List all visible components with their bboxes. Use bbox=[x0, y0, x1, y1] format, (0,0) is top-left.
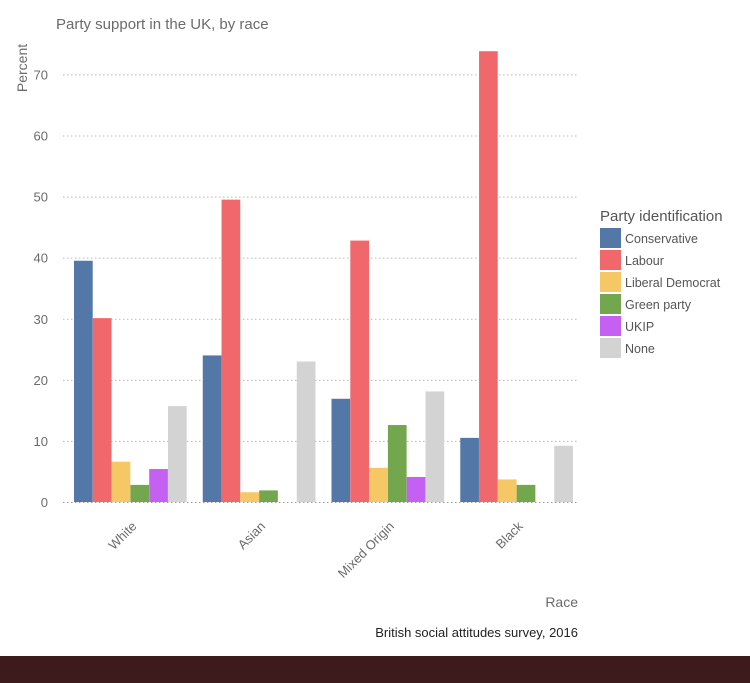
y-tick-label: 70 bbox=[34, 67, 48, 82]
bar-asian-none bbox=[296, 361, 316, 502]
bar-asian-conservative bbox=[202, 355, 222, 502]
x-tick-label: White bbox=[105, 519, 139, 553]
y-tick-label: 20 bbox=[34, 373, 48, 388]
source-note: British social attitudes survey, 2016 bbox=[375, 625, 578, 640]
x-tick-label: Mixed Origin bbox=[335, 519, 397, 581]
bar-white-green-party bbox=[130, 484, 150, 502]
x-tick-label: Black bbox=[493, 518, 526, 551]
y-tick-label: 30 bbox=[34, 312, 48, 327]
x-axis-label: Race bbox=[545, 594, 578, 610]
legend-label: Liberal Democrat bbox=[625, 276, 721, 290]
y-tick-label: 60 bbox=[34, 129, 48, 144]
bar-mixed-origin-labour bbox=[350, 240, 369, 502]
bars bbox=[74, 51, 573, 502]
legend-label: Conservative bbox=[625, 232, 698, 246]
bar-mixed-origin-liberal-democrat bbox=[369, 467, 388, 502]
legend-label: Labour bbox=[625, 254, 664, 268]
bar-black-green-party bbox=[516, 484, 536, 502]
bar-mixed-origin-conservative bbox=[331, 398, 351, 502]
legend-swatch-liberal-democrat bbox=[600, 272, 621, 292]
gridlines bbox=[63, 74, 578, 503]
bottom-band bbox=[0, 656, 750, 683]
bar-mixed-origin-none bbox=[425, 391, 445, 502]
bar-white-labour bbox=[92, 318, 112, 502]
bar-white-none bbox=[168, 406, 187, 502]
bar-asian-labour bbox=[221, 199, 241, 502]
bar-white-liberal-democrat bbox=[111, 461, 131, 502]
chart: Party support in the UK, by race Percent… bbox=[14, 16, 723, 640]
legend-swatch-green-party bbox=[600, 294, 621, 314]
legend-label: UKIP bbox=[625, 320, 654, 334]
bar-black-liberal-democrat bbox=[497, 479, 517, 502]
bar-mixed-origin-ukip bbox=[406, 476, 426, 502]
legend-label: Green party bbox=[625, 298, 692, 312]
bar-asian-liberal-democrat bbox=[240, 492, 260, 502]
y-tick-label: 10 bbox=[34, 434, 48, 449]
y-tick-label: 40 bbox=[34, 251, 48, 266]
bar-white-ukip bbox=[149, 469, 168, 502]
legend-swatch-labour bbox=[600, 250, 621, 270]
legend-title: Party identification bbox=[600, 208, 723, 225]
bar-black-labour bbox=[479, 51, 498, 502]
bar-mixed-origin-green-party bbox=[387, 425, 407, 502]
legend-label: None bbox=[625, 342, 655, 356]
chart-title: Party support in the UK, by race bbox=[56, 16, 269, 33]
x-tick-labels: White Asian Mixed Origin Black bbox=[105, 518, 526, 581]
y-tick-label: 0 bbox=[41, 495, 48, 510]
legend-swatch-ukip bbox=[600, 316, 621, 336]
legend-swatch-conservative bbox=[600, 228, 621, 248]
legend: Conservative Labour Liberal Democrat Green … bbox=[600, 228, 721, 358]
bar-white-conservative bbox=[74, 260, 93, 502]
bar-black-none bbox=[554, 445, 573, 502]
bar-asian-green-party bbox=[259, 490, 278, 502]
x-tick-label: Asian bbox=[235, 519, 269, 553]
bar-black-conservative bbox=[460, 437, 479, 502]
y-axis-label: Percent bbox=[14, 44, 30, 92]
y-tick-label: 50 bbox=[34, 190, 48, 205]
legend-swatch-none bbox=[600, 338, 621, 358]
y-tick-labels: 0 10 20 30 40 50 60 70 bbox=[34, 67, 48, 510]
